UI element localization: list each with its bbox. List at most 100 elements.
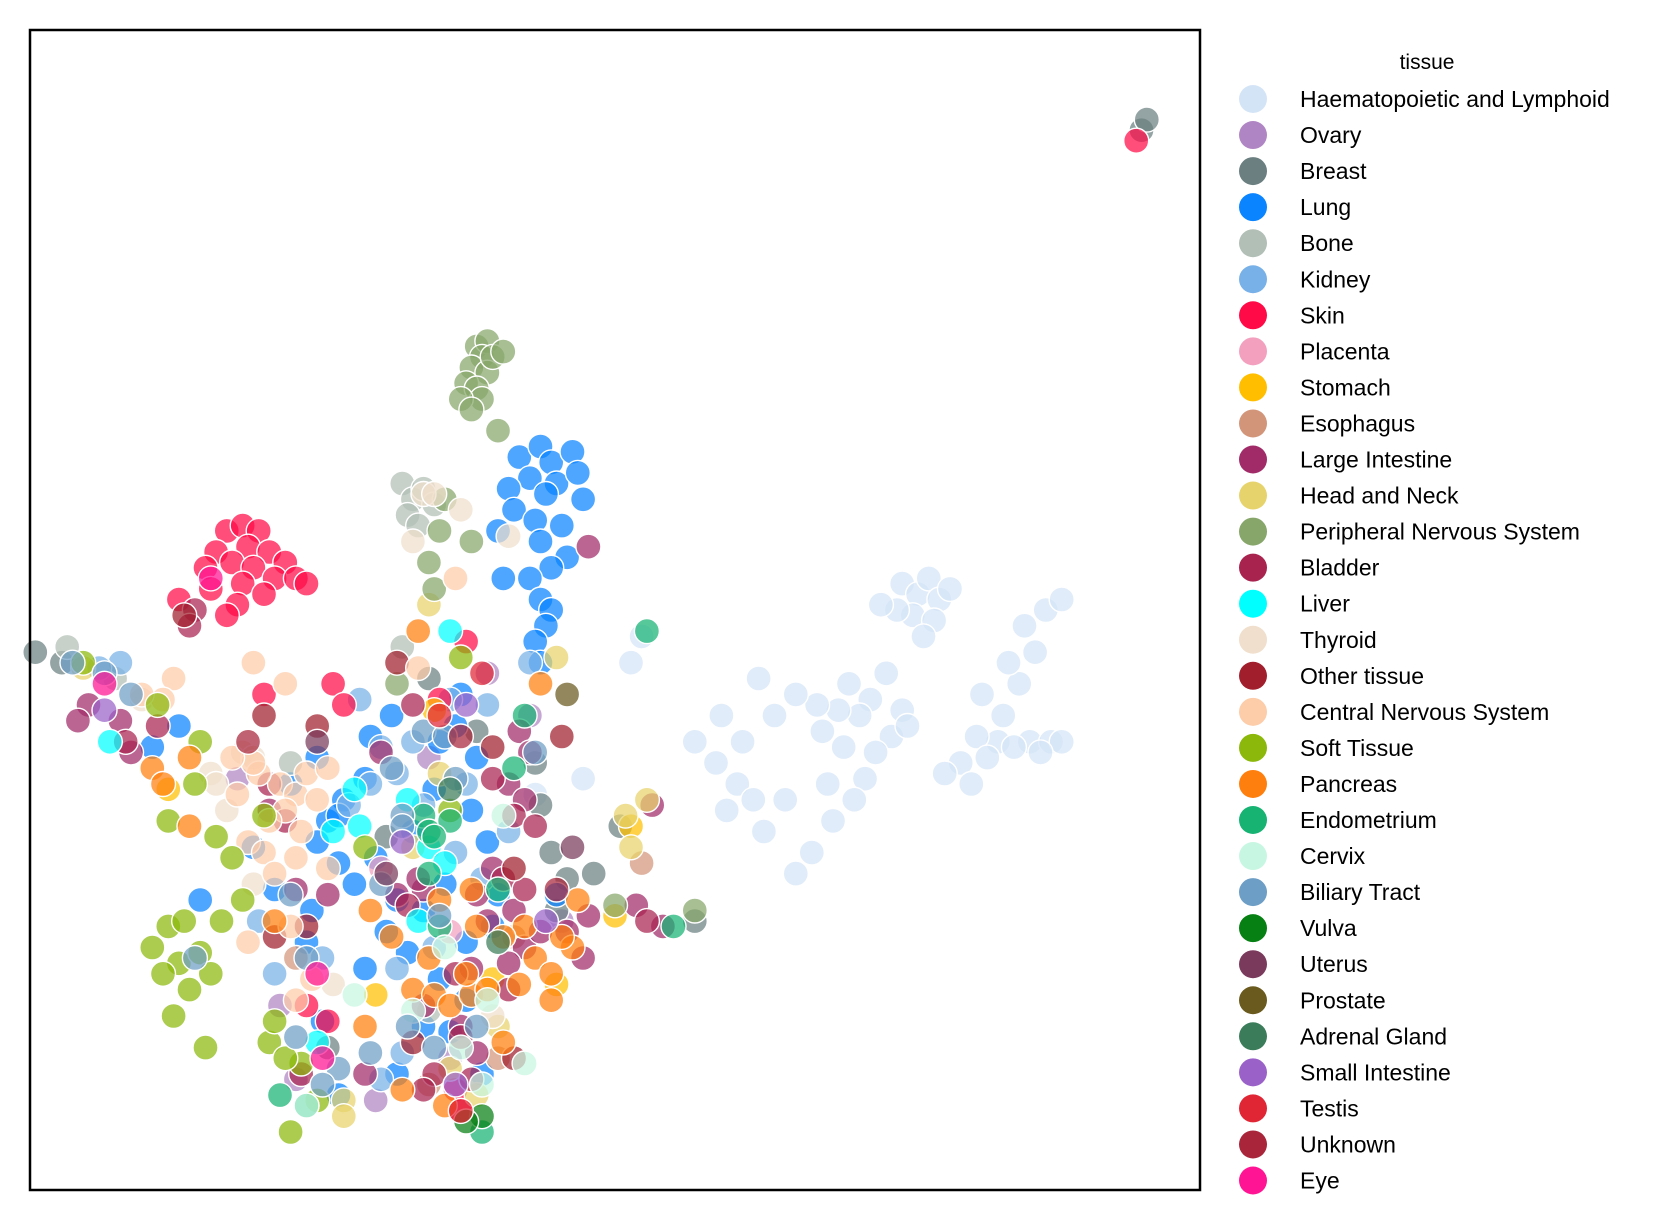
- scatter-point: [1000, 733, 1028, 761]
- legend-marker: [1239, 589, 1267, 618]
- legend-label: Small Intestine: [1300, 1059, 1451, 1085]
- legend-item: Bladder: [1239, 553, 1380, 582]
- legend-label: Unknown: [1300, 1131, 1396, 1157]
- scatter-point: [389, 828, 416, 856]
- legend-item: Eye: [1239, 1166, 1340, 1195]
- scatter-point: [990, 702, 1017, 729]
- legend-item: Stomach: [1239, 373, 1391, 402]
- legend-marker: [1239, 878, 1267, 907]
- scatter-point: [202, 823, 230, 850]
- scatter-point: [181, 944, 209, 972]
- scatter-point: [474, 828, 501, 856]
- legend-item: Cervix: [1239, 842, 1366, 871]
- legend-marker: [1239, 409, 1267, 438]
- scatter-point: [447, 1097, 474, 1125]
- legend-item: Skin: [1239, 301, 1345, 330]
- legend-label: Lung: [1300, 194, 1351, 220]
- scatter-point: [436, 776, 464, 803]
- points-layer: [22, 106, 1161, 1146]
- legend-item: Thyroid: [1239, 625, 1377, 654]
- legend-marker: [1239, 1022, 1267, 1051]
- scatter-point: [633, 907, 661, 935]
- scatter-point: [564, 886, 591, 914]
- scatter-point: [495, 523, 522, 550]
- scatter-point: [277, 1118, 304, 1146]
- scatter-point: [1006, 670, 1033, 697]
- legend-label: Breast: [1300, 158, 1367, 184]
- scatter-point: [22, 639, 49, 666]
- scatter-point: [841, 786, 868, 813]
- scatter-point: [415, 860, 443, 887]
- legend-marker: [1239, 1058, 1267, 1087]
- scatter-point: [995, 649, 1022, 676]
- scatter-point: [543, 644, 570, 671]
- scatter-point: [915, 565, 942, 592]
- scatter-point: [250, 802, 278, 829]
- legend-marker: [1239, 445, 1267, 474]
- scatter-point: [580, 860, 607, 887]
- scatter-point: [538, 987, 565, 1014]
- scatter-point: [351, 955, 379, 982]
- scatter-point: [447, 644, 474, 671]
- scatter-point: [261, 1008, 288, 1035]
- scatter-point: [436, 992, 464, 1019]
- scatter-point: [170, 602, 198, 629]
- legend-item: Prostate: [1239, 986, 1386, 1015]
- scatter-point: [1011, 612, 1038, 639]
- scatter-point: [468, 1071, 496, 1098]
- legend-item: Liver: [1239, 589, 1350, 618]
- legend-label: Placenta: [1300, 338, 1390, 364]
- scatter-point: [149, 960, 177, 987]
- scatter-point: [798, 839, 825, 866]
- legend-label: Adrenal Gland: [1300, 1023, 1447, 1049]
- scatter-point: [522, 813, 549, 840]
- scatter-point: [745, 665, 772, 692]
- legend-marker: [1239, 914, 1267, 943]
- scatter-point: [617, 834, 645, 861]
- scatter-point: [479, 733, 506, 761]
- legend: tissue Haematopoietic and Lymphoid Ovary B…: [1239, 51, 1610, 1195]
- scatter-point: [261, 960, 288, 987]
- scatter-point: [538, 554, 565, 581]
- scatter-point: [186, 886, 214, 914]
- legend-marker: [1239, 517, 1267, 546]
- legend-marker: [1239, 769, 1267, 798]
- legend-label: Esophagus: [1300, 410, 1415, 436]
- scatter-point: [681, 728, 708, 755]
- legend-label: Ovary: [1300, 122, 1362, 148]
- scatter-point: [452, 960, 480, 987]
- scatter-point: [319, 818, 347, 845]
- scatter-point: [170, 907, 198, 935]
- scatter-point: [421, 1034, 448, 1061]
- scatter-point: [601, 892, 629, 919]
- scatter-point: [452, 691, 480, 719]
- scatter-point: [463, 1013, 490, 1040]
- series-26: [436, 776, 512, 956]
- scatter-point: [96, 728, 124, 755]
- legend-label: Bone: [1300, 230, 1354, 256]
- scatter-point: [1133, 106, 1161, 133]
- scatter-point: [330, 691, 357, 719]
- scatter-point: [564, 459, 591, 487]
- scatter-point: [490, 802, 517, 829]
- scatter-point: [436, 617, 464, 645]
- scatter-point: [910, 623, 937, 650]
- scatter-point: [282, 844, 310, 871]
- scatter-point: [873, 660, 900, 687]
- legend-label: Haematopoietic and Lymphoid: [1300, 86, 1610, 112]
- scatter-point: [713, 797, 740, 824]
- legend-item: Vulva: [1239, 914, 1357, 943]
- series-25: [553, 681, 581, 708]
- scatter-point: [1122, 127, 1150, 154]
- legend-marker: [1239, 229, 1267, 258]
- legend-item: Central Nervous System: [1239, 697, 1549, 726]
- legend-marker: [1239, 950, 1267, 979]
- legend-label: Biliary Tract: [1300, 879, 1421, 905]
- scatter-point: [176, 976, 203, 1003]
- scatter-point: [490, 338, 517, 365]
- scatter-point: [569, 486, 597, 513]
- legend-item: Unknown: [1239, 1130, 1396, 1159]
- scatter-point: [436, 807, 464, 835]
- legend-marker: [1239, 733, 1267, 762]
